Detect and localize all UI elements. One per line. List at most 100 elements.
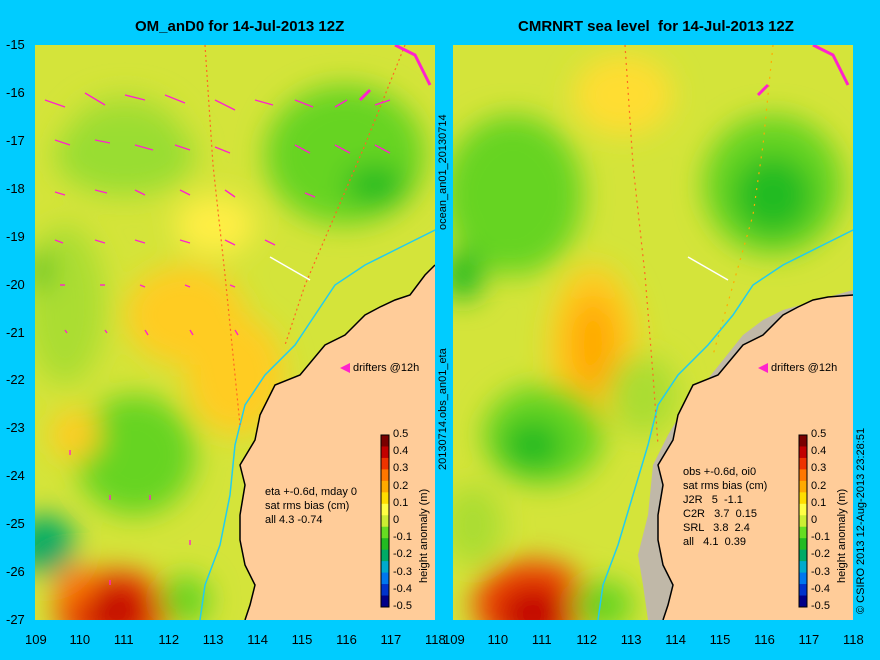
colorbar-segment [799, 561, 807, 574]
left-drifters-label: drifters @12h [353, 362, 420, 374]
colorbar-tick-label: 0.3 [393, 462, 409, 475]
longitude-tick: 118 [425, 632, 446, 647]
right-stats-line-6: all 4.1 0.39 [683, 536, 746, 548]
latitude-tick: -27 [6, 612, 25, 627]
colorbar-tick-label: 0.4 [393, 445, 409, 458]
longitude-tick: 109 [443, 632, 465, 647]
right-isobath [597, 229, 853, 620]
colorbar-tick-label: 0 [393, 514, 400, 526]
longitude-tick: 117 [380, 632, 402, 647]
colorbar-segment [381, 503, 389, 516]
longitude-tick: 115 [291, 632, 313, 647]
colorbar-segment [799, 503, 807, 516]
right-panel-title: CMRNRT sea level for 14-Jul-2013 12Z [518, 18, 794, 35]
copyright-label: © CSIRO 2013 12-Aug-2013 23:28:51 [855, 427, 867, 614]
colorbar-segment [381, 549, 389, 562]
right-drifter-marker [758, 363, 768, 373]
colorbar-tick-label: 0 [811, 514, 818, 526]
right-drifter-track [812, 45, 850, 86]
latitude-tick: -25 [6, 516, 25, 532]
right-stats-line-1: obs +-0.6d, oi0 [683, 466, 757, 478]
left-colorbar-title: height anomaly (m) [418, 488, 430, 583]
colorbar-tick-label: 0.3 [811, 462, 827, 475]
middle-side-label: 20130714.obs_an01_eta [437, 348, 449, 470]
colorbar-tick-label: 0.2 [393, 479, 409, 492]
colorbar-tick-label: 0.1 [811, 496, 827, 509]
right-coastline [657, 294, 853, 620]
longitude-tick: 116 [336, 632, 357, 647]
right-sat-track-1 [624, 45, 659, 446]
longitude-tick: 112 [158, 632, 180, 647]
right-height-field [453, 55, 843, 620]
colorbar-segment [799, 572, 807, 585]
latitude-tick: -20 [6, 276, 25, 292]
left-sat-track-1 [204, 45, 241, 426]
left-colorbar [380, 434, 390, 608]
colorbar-tick-label: 0.5 [393, 428, 409, 440]
colorbar-segment [381, 538, 389, 551]
left-stats-line-1: eta +-0.6d, mday 0 [265, 486, 358, 498]
left-isobath [199, 229, 435, 620]
colorbar-segment [799, 457, 807, 470]
colorbar-tick-label: -0.2 [393, 548, 412, 561]
left-side-label: ocean_an01_20130714 [437, 114, 449, 230]
colorbar-tick-label: -0.1 [811, 531, 830, 544]
left-coastline [239, 264, 435, 620]
colorbar-segment [799, 515, 807, 528]
colorbar-segment [799, 435, 807, 447]
right-map-panel: drifters @12h obs +-0.6d, oi0 sat rms bi… [453, 45, 853, 620]
latitude-tick: -18 [6, 180, 25, 196]
colorbar-segment [799, 446, 807, 459]
longitude-tick: 110 [69, 632, 91, 647]
colorbar-segment [381, 515, 389, 528]
colorbar-segment [799, 549, 807, 562]
left-stats-line-2: sat rms bias (cm) [265, 500, 350, 512]
colorbar-segment [381, 435, 389, 447]
latitude-tick: -21 [6, 324, 25, 340]
left-stats-line-3: all 4.3 -0.74 [265, 514, 323, 526]
latitude-tick: -22 [6, 372, 25, 388]
longitude-tick: 118 [843, 632, 864, 647]
right-stats-line-4: C2R 3.7 0.15 [683, 508, 757, 520]
colorbar-segment [799, 480, 807, 493]
longitude-tick: 112 [576, 632, 598, 647]
colorbar-segment [381, 446, 389, 459]
left-height-field [35, 85, 425, 620]
colorbar-segment [799, 469, 807, 482]
colorbar-segment [381, 526, 389, 539]
right-stats-line-5: SRL 3.8 2.4 [683, 522, 750, 534]
longitude-tick: 114 [665, 632, 686, 647]
right-colorbar [798, 434, 808, 608]
colorbar-segment [381, 595, 389, 608]
colorbar-segment [381, 584, 389, 597]
colorbar-tick-label: 0.2 [811, 479, 827, 492]
colorbar-segment [799, 492, 807, 505]
right-drifters-label: drifters @12h [771, 362, 838, 374]
latitude-tick: -26 [6, 564, 25, 580]
latitude-tick: -15 [6, 37, 25, 52]
colorbar-tick-label: -0.4 [811, 582, 830, 595]
colorbar-segment [381, 480, 389, 493]
longitude-tick: 113 [202, 632, 224, 647]
colorbar-segment [381, 469, 389, 482]
colorbar-segment [799, 538, 807, 551]
longitude-tick: 111 [113, 632, 134, 647]
left-map-svg [35, 45, 435, 620]
left-sat-track-2 [284, 45, 406, 346]
right-stats-line-2: sat rms bias (cm) [683, 480, 768, 492]
right-colorbar-title: height anomaly (m) [836, 488, 848, 583]
left-drifter-track [394, 45, 432, 86]
colorbar-segment [799, 526, 807, 539]
right-stats-line-3: J2R 5 -1.1 [683, 494, 743, 506]
colorbar-segment [799, 595, 807, 608]
colorbar-segment [381, 572, 389, 585]
colorbar-tick-label: -0.4 [393, 582, 412, 595]
colorbar-tick-label: 0.5 [811, 428, 827, 440]
colorbar-segment [381, 561, 389, 574]
colorbar-tick-label: -0.1 [393, 531, 412, 544]
colorbar-tick-label: -0.2 [811, 548, 830, 561]
colorbar-tick-label: 0.4 [811, 445, 827, 458]
longitude-tick: 111 [531, 632, 552, 647]
left-velocity-arrows [44, 92, 391, 585]
colorbar-tick-label: -0.3 [811, 565, 830, 578]
